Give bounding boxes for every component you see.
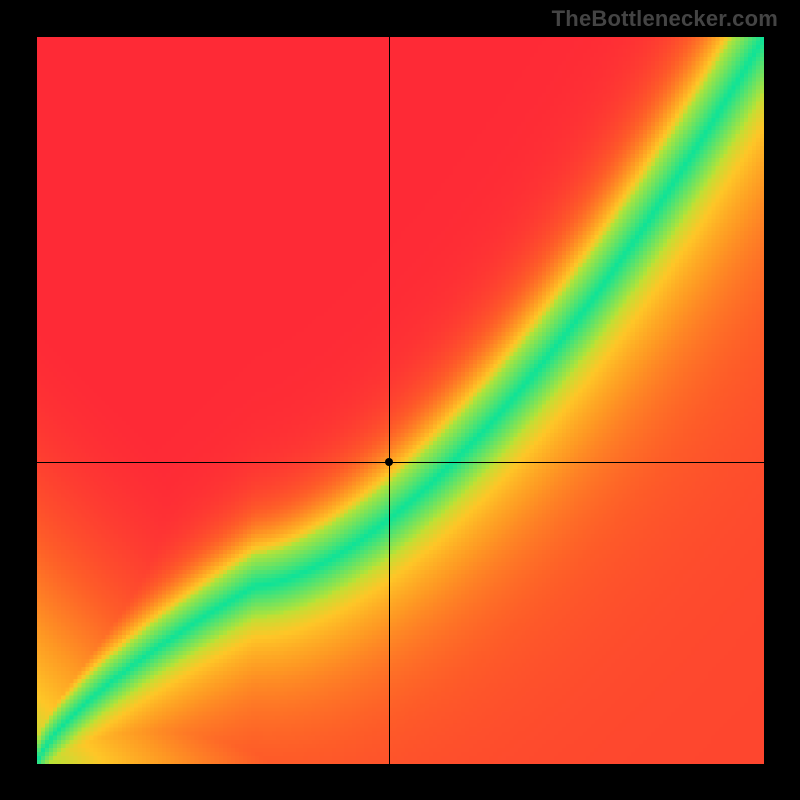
plot-area: [37, 37, 764, 764]
crosshair-vertical: [389, 37, 390, 764]
crosshair-marker: [385, 458, 393, 466]
heatmap-canvas: [37, 37, 764, 764]
container: TheBottlenecker.com: [0, 0, 800, 800]
watermark: TheBottlenecker.com: [552, 6, 778, 32]
crosshair-horizontal: [37, 462, 764, 463]
